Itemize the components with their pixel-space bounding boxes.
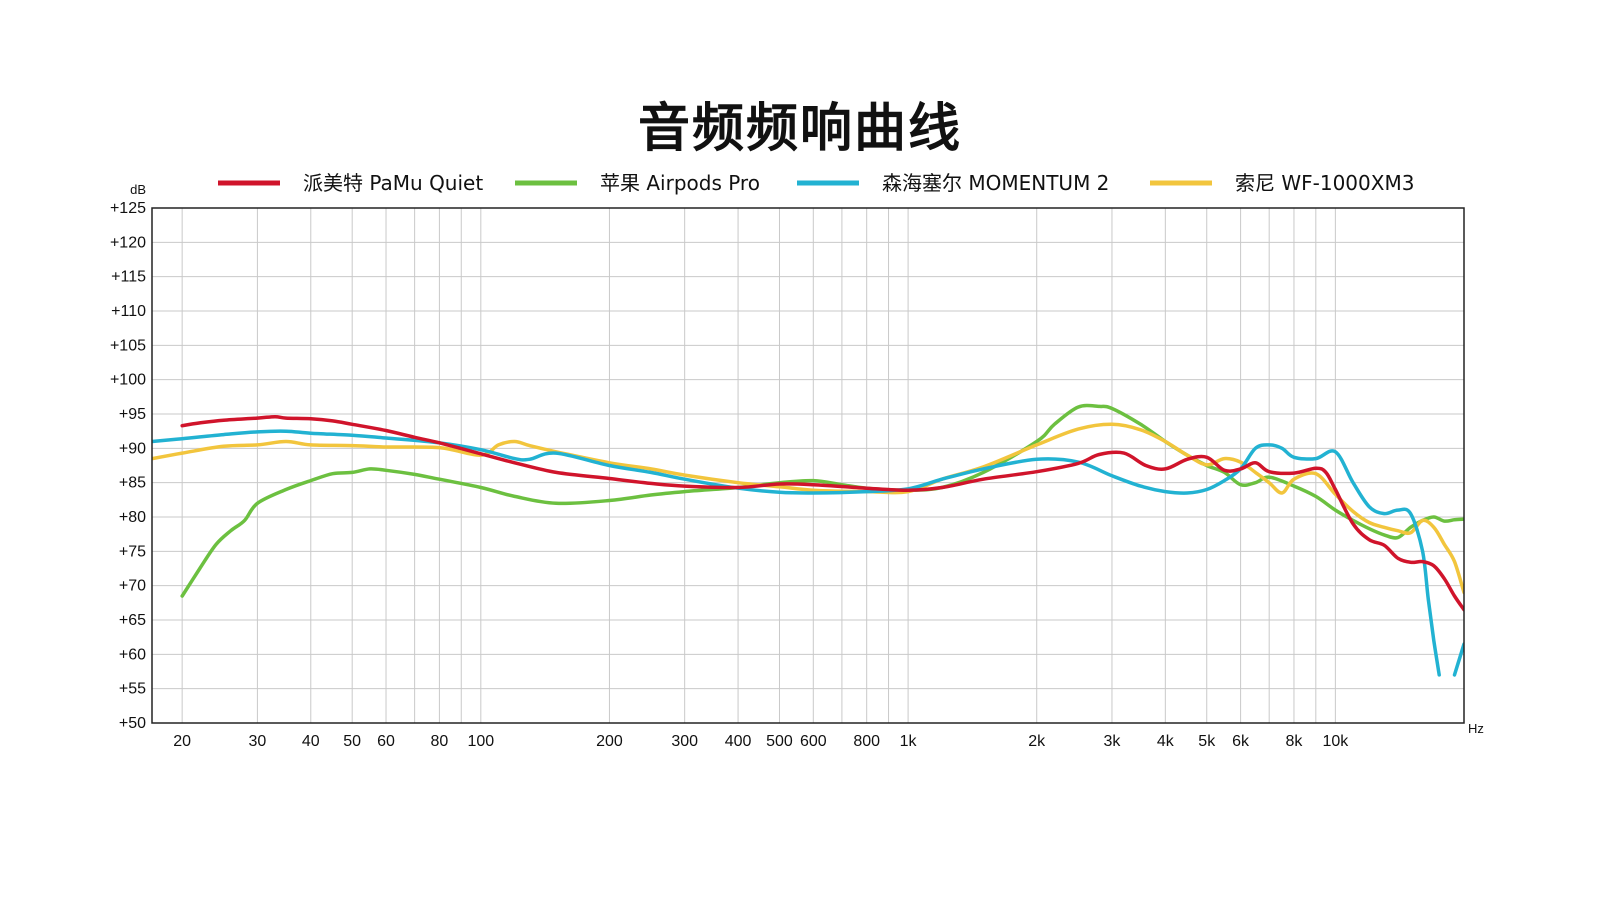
x-axis-unit: Hz [1468, 721, 1484, 736]
x-tick-label: 4k [1157, 733, 1175, 750]
x-tick-label: 300 [671, 733, 698, 750]
y-tick-label: +60 [119, 646, 146, 663]
x-tick-label: 400 [725, 733, 752, 750]
x-tick-label: 8k [1286, 733, 1304, 750]
x-tick-label: 60 [377, 733, 395, 750]
series-line [152, 429, 1441, 677]
x-tick-label: 50 [343, 733, 361, 750]
y-tick-label: +85 [119, 475, 146, 492]
x-tick-label: 600 [800, 733, 827, 750]
series-line [180, 403, 1464, 598]
x-tick-label: 6k [1232, 733, 1250, 750]
grid [152, 207, 1464, 724]
x-tick-label: 80 [431, 733, 449, 750]
plot-frame [151, 207, 1465, 724]
y-tick-label: +75 [119, 543, 146, 560]
y-tick-label: +50 [119, 715, 146, 732]
legend-item: 索尼 WF-1000XM3 [1150, 171, 1414, 195]
x-tick-label: 200 [596, 733, 623, 750]
x-tick-label: 100 [467, 733, 494, 750]
y-tick-label: +125 [110, 200, 146, 217]
series-line [180, 414, 1464, 612]
y-tick-label: +115 [111, 269, 146, 286]
x-tick-label: 10k [1322, 733, 1349, 750]
x-tick-label: 20 [173, 733, 191, 750]
legend-label: 索尼 WF-1000XM3 [1235, 171, 1414, 195]
y-tick-label: +110 [111, 303, 146, 320]
x-tick-label: 3k [1104, 733, 1122, 750]
y-tick-label: +55 [119, 681, 146, 698]
y-tick-label: +70 [119, 578, 146, 595]
chart-title: 音频频响曲线 [637, 99, 962, 159]
x-tick-label: 2k [1028, 733, 1046, 750]
x-tick-label: 40 [302, 733, 320, 750]
y-tick-label: +95 [119, 406, 146, 423]
y-tick-label: +105 [110, 337, 146, 354]
series-line [152, 422, 1464, 595]
series-line-tail [1452, 642, 1464, 677]
y-tick-label: +90 [119, 440, 146, 457]
legend-label: 派美特 PaMu Quiet [303, 171, 483, 195]
legend-item: 苹果 Airpods Pro [515, 171, 760, 195]
legend-item: 派美特 PaMu Quiet [218, 171, 483, 195]
legend: 派美特 PaMu Quiet 苹果 Airpods Pro 森海塞尔 MOMENTU… [218, 171, 1414, 195]
x-tick-label: 30 [248, 733, 266, 750]
series-lines [152, 403, 1464, 677]
y-tick-label: +100 [110, 372, 146, 389]
legend-label: 苹果 Airpods Pro [600, 171, 760, 195]
legend-label: 森海塞尔 MOMENTUM 2 [882, 171, 1109, 195]
x-tick-label: 500 [766, 733, 793, 750]
x-tick-label: 800 [853, 733, 880, 750]
y-tick-label: +65 [119, 612, 146, 629]
y-tick-labels: +50 +55 +60 +65 +70 +75 +80 +85 +90 +95 +100 +105 +1… [110, 200, 146, 732]
x-tick-label: 5k [1198, 733, 1216, 750]
y-tick-label: +120 [110, 234, 146, 251]
x-tick-label: 1k [900, 733, 918, 750]
y-tick-label: +80 [119, 509, 146, 526]
x-tick-labels: 20 30 40 50 60 80 100 200 300 400 500 600 800 1k 2k 3k 4… [173, 733, 1349, 750]
y-axis-unit: dB [130, 182, 146, 197]
legend-item: 森海塞尔 MOMENTUM 2 [797, 171, 1109, 195]
